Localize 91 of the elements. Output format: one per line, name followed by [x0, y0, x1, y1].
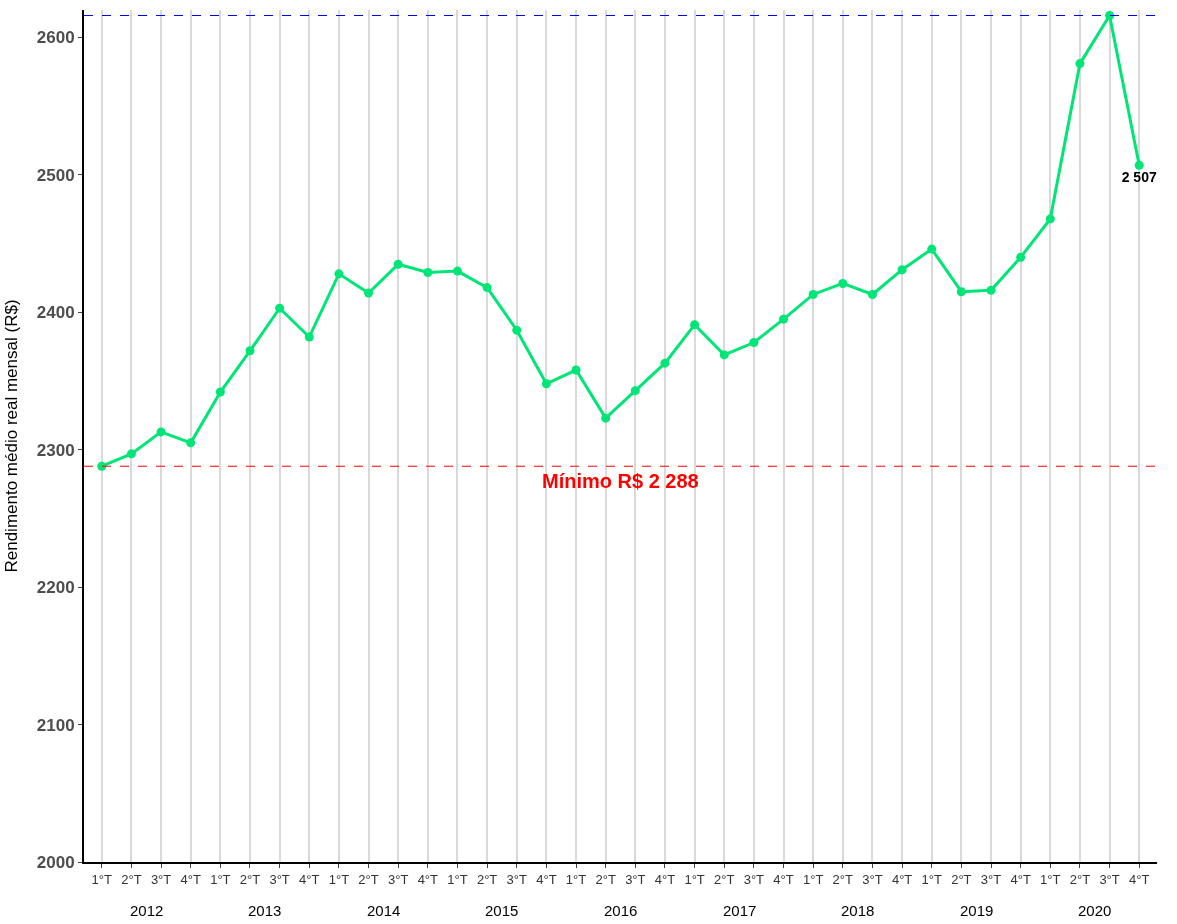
y-tick-label: 2300	[36, 440, 75, 460]
point	[126, 449, 136, 459]
x-tick-label: 1°T	[684, 871, 705, 887]
point	[571, 365, 581, 375]
x-tick-label: 2°T	[121, 871, 142, 887]
x-tick-label: 3°T	[388, 871, 409, 887]
data-label: 2 507	[1121, 169, 1157, 186]
text: 2014	[367, 902, 401, 919]
x-tick-label: 4°T	[891, 871, 913, 887]
point	[838, 278, 848, 288]
point	[749, 338, 759, 348]
text: 2012	[130, 902, 164, 919]
text: 2016	[604, 902, 638, 919]
y-tick-label: 2000	[36, 852, 75, 872]
x-tick-label: 1°T	[328, 871, 350, 887]
point	[719, 350, 729, 360]
text: 2019	[960, 902, 994, 919]
point	[956, 287, 966, 297]
x-tick-label: 2°T	[832, 871, 854, 887]
point	[275, 303, 285, 313]
x-tick-label: 2°T	[951, 871, 972, 887]
point	[541, 379, 551, 389]
x-tick-label: 3°T	[1099, 871, 1120, 887]
point	[97, 461, 107, 471]
point	[156, 427, 166, 437]
x-tick-label: 3°T	[506, 871, 527, 887]
x-tick-label: 4°T	[1010, 871, 1031, 887]
text: 2015	[485, 902, 519, 919]
point	[601, 413, 611, 423]
x-tick-label: 4°T	[773, 871, 794, 887]
x-tick-label: 2°T	[714, 871, 735, 887]
x-tick-label: 3°T	[150, 871, 172, 887]
point	[245, 346, 255, 356]
x-tick-label: 4°T	[654, 871, 676, 887]
point	[186, 438, 196, 448]
point	[897, 265, 907, 275]
x-tick-label: 3°T	[269, 871, 290, 887]
x-tick-label: 4°T	[1129, 871, 1150, 887]
point	[867, 289, 877, 299]
point	[393, 259, 403, 269]
y-tick-label: 2100	[36, 715, 75, 735]
x-tick-label: 2°T	[595, 871, 616, 887]
y-axis-title: Rendimento médio real mensal (R$)	[1, 299, 21, 573]
text: 2020	[1078, 902, 1112, 919]
point	[1105, 11, 1115, 20]
point	[452, 266, 462, 276]
y-tick-label: 2400	[36, 303, 75, 323]
y-tick-label: 2600	[36, 28, 75, 48]
x-tick-label: 1°T	[565, 871, 587, 887]
point	[1045, 214, 1055, 224]
point	[1134, 160, 1144, 170]
point	[304, 332, 314, 342]
text: 2018	[841, 902, 875, 919]
x-tick-label: 4°T	[180, 871, 201, 887]
point	[986, 285, 996, 295]
x-tick-label: 3°T	[625, 871, 646, 887]
point	[1075, 59, 1085, 69]
point	[630, 386, 640, 396]
x-tick-label: 4°T	[417, 871, 439, 887]
x-tick-label: 2°T	[239, 871, 261, 887]
x-tick-label: 1°T	[802, 871, 824, 887]
point	[779, 314, 789, 324]
x-tick-label: 2°T	[1069, 871, 1091, 887]
point	[808, 289, 818, 299]
point	[690, 320, 700, 330]
x-tick-label: 4°T	[536, 871, 557, 887]
point	[1016, 252, 1026, 262]
x-tick-label: 3°T	[980, 871, 1002, 887]
ref-line-label: Mínimo R$ 2 288	[542, 470, 699, 492]
point	[660, 358, 670, 368]
point	[927, 244, 937, 254]
x-tick-label: 3°T	[862, 871, 883, 887]
point	[364, 288, 374, 298]
point	[512, 325, 522, 335]
point	[334, 269, 344, 279]
point	[482, 283, 492, 293]
text: 2017	[723, 902, 757, 919]
x-tick-label: 3°T	[743, 871, 765, 887]
x-tick-label: 1°T	[91, 871, 113, 887]
point	[215, 387, 225, 397]
x-tick-label: 1°T	[210, 871, 231, 887]
x-tick-label: 2°T	[476, 871, 498, 887]
x-tick-label: 1°T	[1040, 871, 1061, 887]
x-tick-label: 1°T	[921, 871, 942, 887]
x-tick-label: 2°T	[358, 871, 379, 887]
y-tick-label: 2200	[36, 578, 75, 598]
point	[423, 267, 433, 277]
y-tick-label: 2500	[36, 165, 75, 185]
x-tick-label: 1°T	[447, 871, 468, 887]
text: 2013	[248, 902, 282, 919]
x-tick-label: 4°T	[299, 871, 320, 887]
